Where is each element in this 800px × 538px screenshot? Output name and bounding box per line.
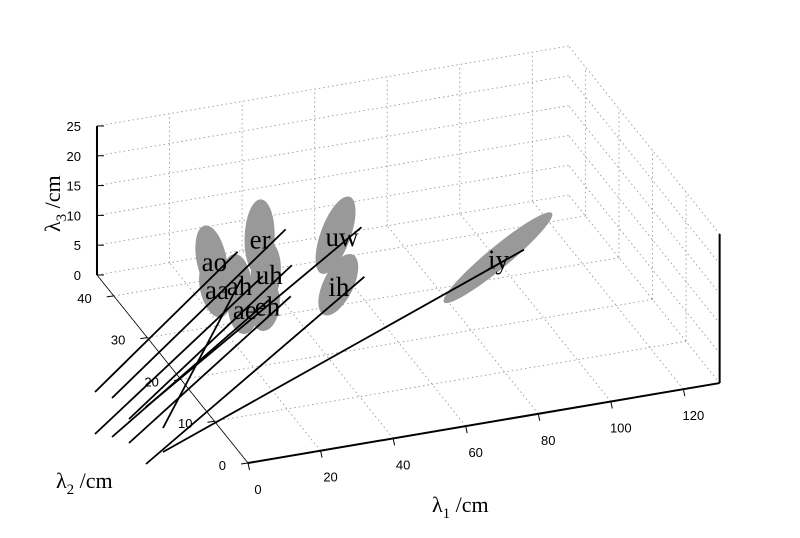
- right-wall-grid-line: [568, 164, 720, 354]
- right-wall-grid-line: [568, 194, 720, 384]
- right-wall-grid-line: [568, 45, 720, 235]
- y-tick-mark: [173, 378, 181, 381]
- y-tick-mark: [106, 295, 114, 298]
- right-wall-grid-line: [568, 105, 720, 294]
- x-axis-line: [247, 382, 720, 464]
- y-tick-mark: [207, 420, 215, 423]
- vowel-label-aa: aa: [205, 275, 229, 305]
- z-tick-label: 25: [67, 119, 81, 134]
- y-tick-label: 40: [77, 291, 91, 306]
- vowel-line-iy: [162, 248, 525, 453]
- x-axis-label: λ1 /cm: [432, 492, 489, 522]
- right-wall-grid-line: [568, 75, 720, 265]
- z-axis-label: λ3 /cm: [40, 175, 70, 232]
- back-wall-grid-line: [96, 105, 569, 187]
- floor-grid-line: [147, 257, 620, 339]
- x-tick-label: 20: [323, 470, 337, 485]
- vowel-line-ah: [94, 275, 264, 435]
- x-tick-label: 0: [254, 482, 261, 497]
- vowel-line-uh: [128, 264, 293, 420]
- vowel-line-ih: [145, 276, 365, 465]
- tick-labels: 0 20 40 60 80 100 120 0 10 20 30 40 0 5 10 15 20 25: [67, 119, 705, 497]
- x-tick-mark: [465, 425, 468, 434]
- vowel-label-ah: ah: [227, 271, 253, 301]
- y-axis-line: [96, 274, 249, 464]
- x-tick-label: 80: [541, 433, 555, 448]
- vowel-lines: [94, 226, 525, 465]
- x-tick-mark: [320, 450, 323, 458]
- y-tick-mark: [240, 462, 249, 465]
- vowel-label-ih: ih: [328, 272, 350, 302]
- x-tick-label: 40: [396, 457, 410, 472]
- y-tick-label: 10: [178, 416, 192, 431]
- vowel-label-eh: eh: [255, 291, 281, 321]
- floor-grid-line: [459, 213, 612, 402]
- vowel-line-ao: [94, 251, 239, 393]
- axes-box: [95, 125, 721, 464]
- vowel-line-eh: [128, 295, 292, 444]
- vowel-label-ao: ao: [202, 247, 227, 277]
- x-tick-label: 100: [610, 421, 632, 436]
- back-wall-grid-line: [96, 134, 569, 216]
- vowel-label-iy: iy: [488, 245, 510, 275]
- vowel-label-ae: ae: [233, 295, 257, 325]
- vowel-line-ae: [111, 299, 270, 438]
- back-wall-grid-line: [96, 164, 569, 246]
- y-tick-label: 0: [219, 458, 226, 473]
- x-tick-mark: [537, 413, 541, 421]
- y-tick-label: 20: [144, 374, 158, 389]
- floor-grid-line: [531, 200, 684, 390]
- y-tick-label: 30: [111, 333, 125, 348]
- vowel-line-aa: [162, 279, 242, 429]
- x-tick-mark: [392, 438, 396, 446]
- vowel-label-uw: uw: [326, 222, 360, 252]
- y-tick-mark: [140, 337, 148, 340]
- z-tick-label: 15: [67, 179, 81, 194]
- vowel-label-er: er: [250, 224, 271, 254]
- floor-grid-line: [214, 340, 687, 422]
- vowel-label-uh: uh: [256, 260, 284, 290]
- z-tick-label: 5: [74, 238, 81, 253]
- vowel-ellipse-uw: [315, 196, 356, 274]
- right-wall-grid-line: [568, 135, 720, 324]
- y-axis-label: λ2 /cm: [56, 468, 113, 498]
- x-tick-label: 120: [683, 408, 705, 423]
- back-wall-grid-line: [96, 75, 569, 157]
- x-tick-mark: [682, 389, 686, 397]
- z-tick-label: 0: [74, 268, 81, 283]
- back-wall-grid-line: [96, 45, 569, 127]
- floor-grid-line: [180, 299, 653, 380]
- vowel-line-er: [111, 228, 287, 399]
- x-tick-label: 60: [468, 445, 482, 460]
- x-tick-mark: [610, 401, 613, 409]
- x-tick-mark: [247, 462, 250, 471]
- z-tick-label: 20: [67, 149, 81, 164]
- z-tick-label: 10: [67, 208, 81, 223]
- vowel-ellipse-ih: [318, 254, 359, 316]
- grid-lines: [96, 45, 721, 464]
